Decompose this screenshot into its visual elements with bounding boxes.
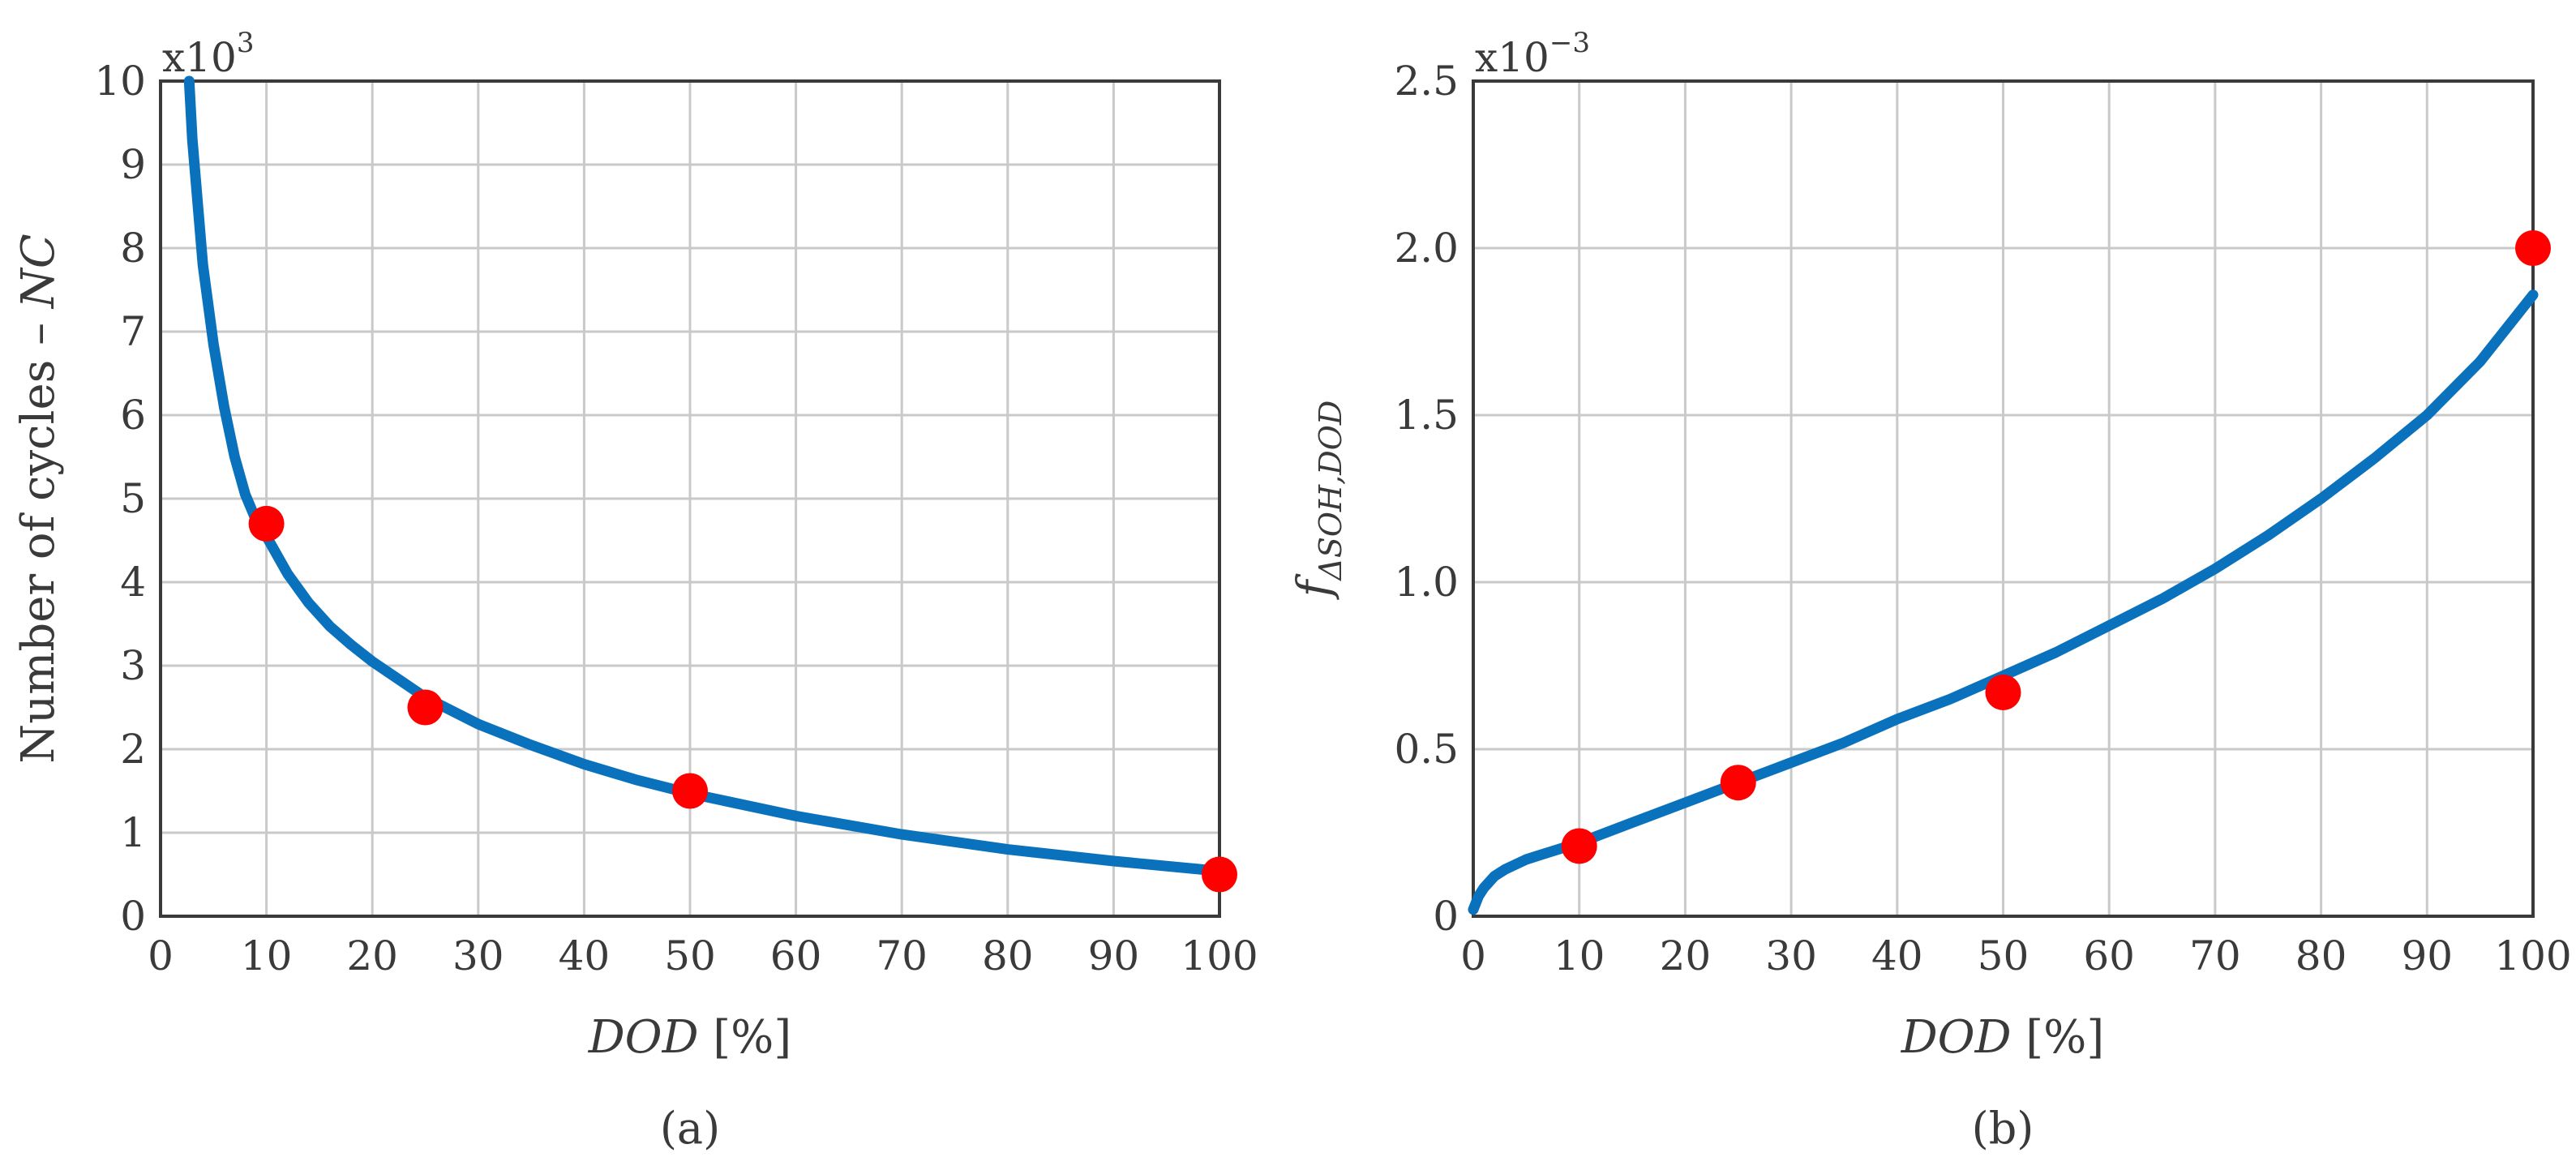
x-tick-label: 80 (982, 932, 1034, 979)
series-markers-b (1561, 230, 2551, 864)
data-point (1720, 765, 1756, 801)
x-tick-labels-b: 0 10 20 30 40 50 60 70 80 90 100 (1460, 932, 2572, 979)
panel-label-a: (a) (660, 1103, 720, 1154)
x-tick-label: 80 (2295, 932, 2347, 979)
y-tick-label: 0 (120, 893, 146, 940)
y-tick-label: 1.0 (1394, 559, 1459, 606)
x-tick-label: 90 (1088, 932, 1140, 979)
series-curve-a (183, 75, 1225, 876)
series-line (183, 75, 1225, 876)
data-point (2515, 230, 2551, 266)
x-tick-label: 0 (148, 932, 174, 979)
data-point (407, 689, 444, 726)
series-line (1468, 289, 2539, 915)
y-axis-label-b: fΔSOH,DOD (1288, 401, 1348, 601)
y-tick-label: 2.0 (1394, 225, 1459, 272)
y-tick-label: 1 (120, 809, 146, 856)
x-tick-label: 40 (559, 932, 611, 979)
panel-label-b: (b) (1972, 1103, 2034, 1154)
x-tick-label: 100 (2494, 932, 2571, 979)
y-tick-labels-a: 0 1 2 3 4 5 6 7 8 9 10 (94, 58, 146, 940)
y-tick-label: 10 (94, 58, 146, 105)
x-tick-label: 10 (1554, 932, 1605, 979)
x-tick-label: 30 (1765, 932, 1817, 979)
x-tick-label: 30 (452, 932, 504, 979)
y-tick-label: 5 (120, 475, 146, 522)
y-tick-label: 8 (120, 225, 146, 272)
plot-frame-b (1472, 79, 2535, 918)
y-multiplier-b: x10−3 (1475, 27, 1590, 81)
x-tick-labels-a: 0 10 20 30 40 50 60 70 80 90 100 (148, 932, 1258, 979)
data-point (1985, 674, 2021, 710)
data-point (1202, 856, 1237, 893)
y-tick-label: 1.5 (1394, 392, 1459, 439)
y-tick-label: 4 (120, 559, 146, 606)
plot-frame-a (159, 79, 1221, 918)
x-tick-label: 90 (2401, 932, 2453, 979)
x-tick-label: 60 (770, 932, 822, 979)
x-tick-label: 60 (2083, 932, 2135, 979)
data-point (1561, 828, 1597, 864)
y-multiplier-a: x103 (162, 27, 254, 81)
x-tick-label: 10 (241, 932, 293, 979)
x-tick-label: 20 (346, 932, 398, 979)
y-tick-label: 3 (120, 642, 146, 689)
chart-panel-a: 0 10 20 30 40 50 60 70 80 90 100 0 1 2 3 4 5 6 7 8 9 10 x103… (12, 27, 1258, 1154)
grid-a (161, 81, 1219, 916)
x-tick-label: 50 (1978, 932, 2030, 979)
x-axis-label-b: DOD [%] (1901, 1011, 2104, 1064)
y-tick-label: 2.5 (1394, 58, 1459, 105)
x-tick-label: 50 (664, 932, 716, 979)
y-tick-label: 9 (120, 141, 146, 188)
y-tick-label: 0 (1433, 893, 1459, 940)
y-tick-label: 0.5 (1394, 726, 1459, 773)
chart-panel-b: 0 10 20 30 40 50 60 70 80 90 100 00.51.01.52.02.5 … (1288, 27, 2572, 1154)
x-tick-label: 100 (1181, 932, 1258, 979)
y-axis-label-a: Number of cycles – NC (12, 234, 65, 764)
y-tick-labels-b: 0 0.5 1.0 1.5 2.0 2.5 (1394, 58, 1459, 940)
x-tick-label: 70 (876, 932, 928, 979)
x-tick-label: 0 (1460, 932, 1486, 979)
data-point (248, 505, 285, 542)
x-tick-label: 70 (2189, 932, 2241, 979)
x-tick-label: 40 (1871, 932, 1923, 979)
series-markers-a (248, 505, 1237, 893)
y-tick-label: 6 (120, 392, 146, 439)
y-tick-label: 2 (120, 726, 146, 773)
grid-b (1473, 81, 2533, 916)
x-axis-label-a: DOD [%] (588, 1011, 791, 1064)
x-tick-label: 20 (1660, 932, 1712, 979)
series-curve-b (1468, 289, 2539, 915)
y-tick-label: 7 (120, 308, 146, 355)
data-point (672, 773, 708, 809)
